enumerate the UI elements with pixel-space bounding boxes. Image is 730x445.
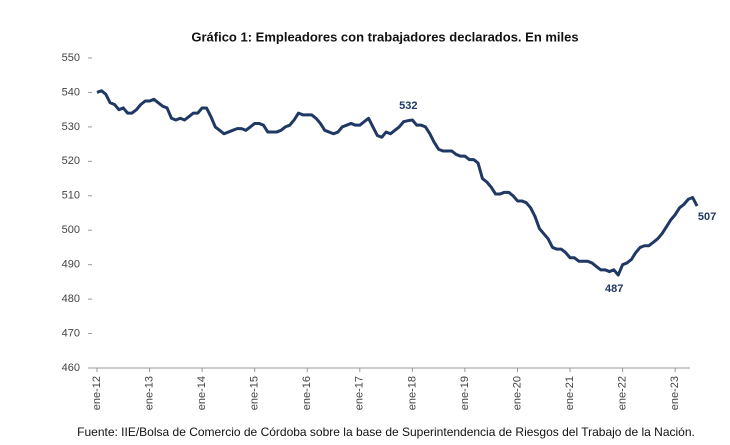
y-tick-label: 480	[62, 293, 80, 305]
x-tick-label: ene-23	[669, 376, 681, 410]
x-tick-label: ene-13	[143, 376, 155, 410]
data-label: 507	[698, 211, 716, 223]
source-note: Fuente: IIE/Bolsa de Comercio de Córdoba…	[77, 425, 695, 439]
data-label: 532	[399, 100, 417, 112]
y-tick-label: 550	[62, 52, 80, 64]
y-tick-label: 460	[62, 362, 80, 374]
x-tick-label: ene-19	[459, 376, 471, 410]
x-tick-label: ene-21	[564, 376, 576, 410]
x-tick-label: ene-22	[617, 376, 629, 410]
x-tick-label: ene-17	[354, 376, 366, 410]
data-label: 487	[605, 283, 623, 295]
x-tick-label: ene-16	[301, 376, 313, 410]
x-tick-label: ene-15	[249, 376, 261, 410]
x-tick-label: ene-18	[406, 376, 418, 410]
y-tick-label: 530	[62, 121, 80, 133]
x-tick-label: ene-20	[511, 376, 523, 410]
data-line	[96, 89, 699, 277]
x-tick-label: ene-14	[196, 376, 208, 410]
y-tick-label: 520	[62, 155, 80, 167]
y-tick-label: 470	[62, 327, 80, 339]
y-tick-label: 510	[62, 190, 80, 202]
x-tick-label: ene-12	[91, 376, 103, 410]
y-tick-label: 540	[62, 86, 80, 98]
chart-title: Gráfico 1: Empleadores con trabajadores …	[191, 29, 578, 44]
y-tick-label: 500	[62, 224, 80, 236]
y-tick-label: 490	[62, 259, 80, 271]
